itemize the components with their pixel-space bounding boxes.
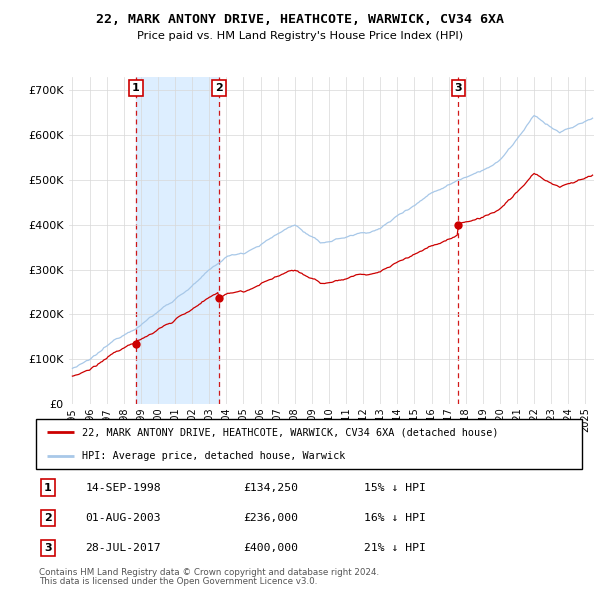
Text: 3: 3: [44, 543, 52, 553]
Text: 14-SEP-1998: 14-SEP-1998: [85, 483, 161, 493]
Text: 21% ↓ HPI: 21% ↓ HPI: [364, 543, 425, 553]
Text: Contains HM Land Registry data © Crown copyright and database right 2024.: Contains HM Land Registry data © Crown c…: [39, 568, 379, 576]
Text: 1: 1: [132, 83, 140, 93]
Text: 2: 2: [44, 513, 52, 523]
Bar: [136, 77, 219, 404]
Text: £236,000: £236,000: [244, 513, 298, 523]
Text: 28-JUL-2017: 28-JUL-2017: [85, 543, 161, 553]
Text: 22, MARK ANTONY DRIVE, HEATHCOTE, WARWICK, CV34 6XA (detached house): 22, MARK ANTONY DRIVE, HEATHCOTE, WARWIC…: [82, 427, 499, 437]
Text: 22, MARK ANTONY DRIVE, HEATHCOTE, WARWICK, CV34 6XA: 22, MARK ANTONY DRIVE, HEATHCOTE, WARWIC…: [96, 13, 504, 26]
Text: 16% ↓ HPI: 16% ↓ HPI: [364, 513, 425, 523]
Text: 15% ↓ HPI: 15% ↓ HPI: [364, 483, 425, 493]
Text: 01-AUG-2003: 01-AUG-2003: [85, 513, 161, 523]
Text: Price paid vs. HM Land Registry's House Price Index (HPI): Price paid vs. HM Land Registry's House …: [137, 31, 463, 41]
Text: HPI: Average price, detached house, Warwick: HPI: Average price, detached house, Warw…: [82, 451, 346, 461]
Text: 1: 1: [44, 483, 52, 493]
Text: 3: 3: [455, 83, 462, 93]
Text: £134,250: £134,250: [244, 483, 298, 493]
Text: This data is licensed under the Open Government Licence v3.0.: This data is licensed under the Open Gov…: [39, 577, 317, 586]
Text: 2: 2: [215, 83, 223, 93]
Text: £400,000: £400,000: [244, 543, 298, 553]
